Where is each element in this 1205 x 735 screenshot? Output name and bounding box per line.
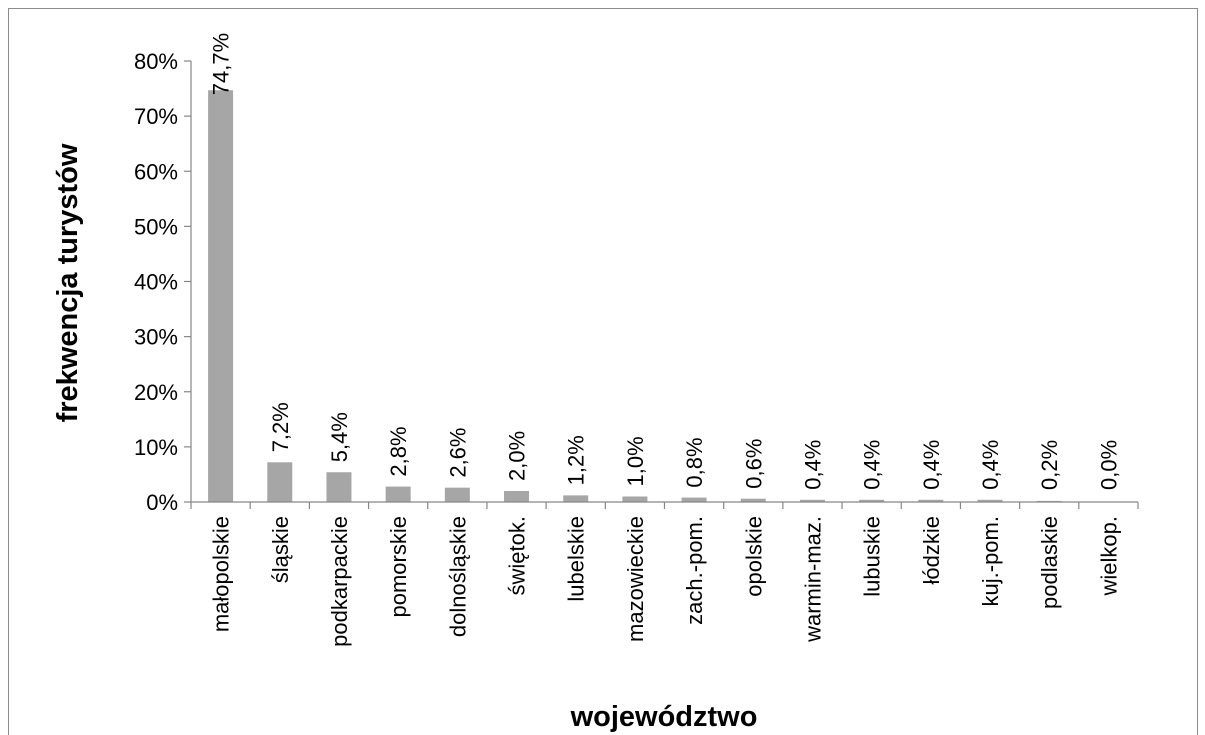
data-label: 0,4% [800,440,825,490]
chart-frame [8,8,1198,735]
bar [208,90,234,502]
bar [622,496,648,502]
x-category-label: opolskie [741,516,766,597]
y-tick-label: 50% [134,214,178,239]
data-labels-group: 74,7% 7,2% 5,4% 2,8% 2,6% 2,0% 1,2% 1,0% 0,8% 0,6… [209,33,1122,490]
data-label: 0,4% [860,440,885,490]
x-category-label: lubuskie [860,516,885,597]
bar [504,490,530,502]
bar [563,495,589,502]
x-category-label: śląskie [268,516,293,583]
data-label: 0,8% [682,437,707,487]
x-category-label: lubelskie [564,516,589,602]
x-category-label: małopolskie [209,516,234,632]
x-category-label: łódzkie [919,516,944,584]
bar [859,499,885,502]
data-label: 1,2% [564,435,589,485]
x-categories-group: małopolskie śląskie podkarpackie pomorskie d… [209,516,1122,647]
bar [267,462,293,502]
bar [740,498,766,502]
y-tick-label: 0% [146,490,178,515]
x-category-label: zach.-pom. [682,516,707,625]
y-tick-label: 40% [134,270,178,295]
y-ticks-group: 0% 10% 20% 30% 40% 50% 60% 70% 80% [134,49,191,515]
x-axis-title: województwo [570,701,758,733]
x-category-label: warmin-maz. [800,516,825,643]
y-tick-label: 20% [134,380,178,405]
bar [385,486,411,502]
bar [681,497,707,502]
data-label: 2,8% [386,426,411,476]
data-label: 7,2% [268,402,293,452]
data-label: 0,6% [741,439,766,489]
x-category-label: dolnośląskie [445,516,470,637]
data-label: 5,4% [327,412,352,462]
x-category-label: podlaskie [1037,516,1062,609]
bar [977,499,1003,502]
data-label: 74,7% [209,33,234,95]
x-category-label: wielkop. [1096,516,1121,596]
y-tick-label: 30% [134,325,178,350]
data-label: 0,4% [919,440,944,490]
y-tick-label: 10% [134,435,178,460]
bar [918,499,944,502]
y-tick-label: 70% [134,104,178,129]
y-tick-label: 60% [134,159,178,184]
bar [326,472,352,502]
bars-group [208,90,1062,502]
x-category-label: kuj.-pom. [978,516,1003,606]
x-category-label: podkarpackie [327,516,352,647]
data-label: 0,4% [978,440,1003,490]
data-label: 2,6% [445,428,470,478]
data-label: 1,0% [623,436,648,486]
x-category-label: mazowieckie [623,516,648,642]
x-category-label: świętok. [505,516,530,595]
data-label: 0,2% [1037,440,1062,490]
data-label: 2,0% [505,431,530,481]
y-axis-title: frekwencja turystów [52,143,84,422]
x-category-label: pomorskie [386,516,411,617]
bar [799,499,825,502]
data-label: 0,0% [1096,440,1121,490]
y-tick-label: 80% [134,49,178,74]
bar [444,487,470,502]
